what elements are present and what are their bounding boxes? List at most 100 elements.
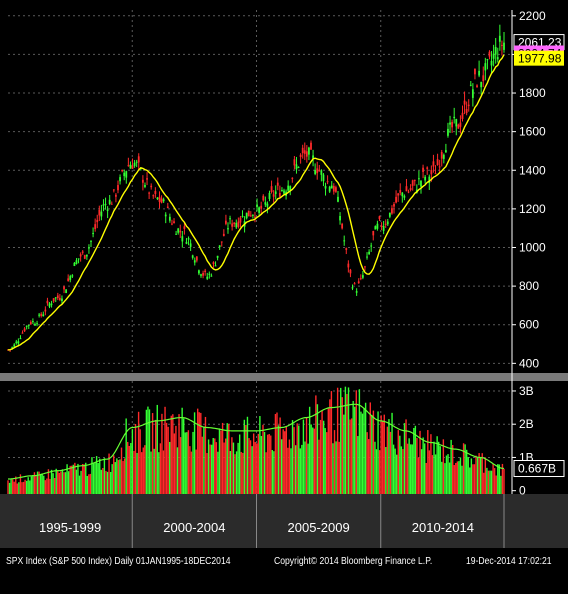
volume-bar <box>50 469 53 494</box>
volume-bar <box>441 461 443 494</box>
candle-body <box>291 177 294 179</box>
candle-body <box>382 225 385 231</box>
volume-bar <box>498 464 501 494</box>
candle-body <box>83 255 86 259</box>
candle-body <box>71 275 74 277</box>
candle-body <box>395 196 397 203</box>
volume-bar <box>266 434 269 494</box>
candle-body <box>129 164 132 169</box>
candle-body <box>480 81 483 88</box>
candle-body <box>314 170 317 175</box>
volume-bar <box>439 446 441 494</box>
volume-bar <box>293 427 295 494</box>
volume-bar <box>268 434 270 494</box>
volume-bar <box>396 454 398 494</box>
volume-bar <box>119 459 121 494</box>
volume-bar <box>406 443 409 494</box>
volume-bar <box>95 456 98 494</box>
volume-bar <box>237 442 239 494</box>
volume-bar <box>290 448 292 494</box>
candle-body <box>361 275 364 278</box>
candle-body <box>270 186 273 193</box>
candle-body <box>214 265 217 267</box>
volume-bar <box>92 463 95 494</box>
volume-bar <box>164 406 166 494</box>
candle-body <box>90 240 92 242</box>
candle-body <box>324 186 327 189</box>
volume-bar <box>134 423 137 494</box>
volume-bar <box>386 426 389 494</box>
volume-bar <box>324 428 326 494</box>
volume-bar <box>170 415 172 494</box>
volume-bar <box>46 478 48 494</box>
candle-body <box>148 192 151 194</box>
candle-body <box>131 165 134 169</box>
volume-bar <box>256 443 258 494</box>
candle-body <box>50 303 53 305</box>
candle-body <box>160 198 163 203</box>
volume-bar <box>221 422 224 494</box>
volume-bar <box>472 464 474 494</box>
volume-bar <box>69 465 71 494</box>
footer-security-description: SPX Index (S&P 500 Index) Daily 01JAN199… <box>6 556 231 567</box>
candle-body <box>341 223 344 229</box>
volume-bar <box>15 476 17 494</box>
volume-bar <box>117 460 120 494</box>
candle-body <box>249 215 252 217</box>
candle-body <box>127 165 130 167</box>
footer-timestamp: 19-Dec-2014 17:02:21 <box>466 556 552 567</box>
volume-bar <box>364 402 367 494</box>
candle-body <box>434 173 437 175</box>
volume-bar <box>501 463 504 494</box>
volume-bar <box>83 464 85 494</box>
candle-body <box>372 230 375 236</box>
volume-bar <box>405 419 407 494</box>
candle-body <box>166 206 169 208</box>
last-value-label: 1977.98 <box>518 52 562 66</box>
volume-bar <box>88 474 90 494</box>
candle-body <box>318 170 321 172</box>
volume-bar <box>136 452 138 494</box>
candle-body <box>305 151 308 157</box>
volume-bar <box>374 441 376 494</box>
candle-body <box>503 42 505 50</box>
candle-body <box>496 57 499 60</box>
volume-bar <box>492 463 494 494</box>
candle-body <box>233 222 236 225</box>
volume-bar <box>231 437 233 494</box>
volume-bar <box>29 480 31 494</box>
volume-bar <box>72 464 75 494</box>
volume-bar <box>487 470 490 494</box>
xaxis-band <box>0 494 568 548</box>
volume-bar <box>22 481 25 494</box>
volume-bar <box>414 425 417 494</box>
volume-bar <box>182 418 185 494</box>
candle-body <box>364 266 366 268</box>
price-tick-label: 800 <box>519 279 539 293</box>
candle-body <box>88 247 90 249</box>
candle-body <box>386 221 389 225</box>
candle-body <box>299 154 302 157</box>
volume-bar <box>103 458 106 494</box>
candle-body <box>378 216 381 219</box>
volume-bar <box>366 432 368 494</box>
volume-bar <box>422 437 424 494</box>
candle-body <box>104 203 107 205</box>
volume-bar <box>473 464 476 494</box>
candle-body <box>158 196 161 202</box>
candle-body <box>218 245 221 248</box>
volume-bar <box>397 430 399 494</box>
volume-bar <box>142 447 144 494</box>
volume-bar <box>196 408 199 494</box>
candle-body <box>81 251 84 253</box>
volume-bar <box>176 447 179 494</box>
volume-bar <box>420 449 423 494</box>
volume-bar <box>338 441 340 494</box>
candle-body <box>77 258 80 260</box>
candle-body <box>102 204 105 206</box>
volume-bar <box>251 446 253 494</box>
candle-body <box>54 297 57 299</box>
candle-body <box>334 187 337 192</box>
candle-body <box>206 276 209 279</box>
volume-bar <box>346 394 348 494</box>
